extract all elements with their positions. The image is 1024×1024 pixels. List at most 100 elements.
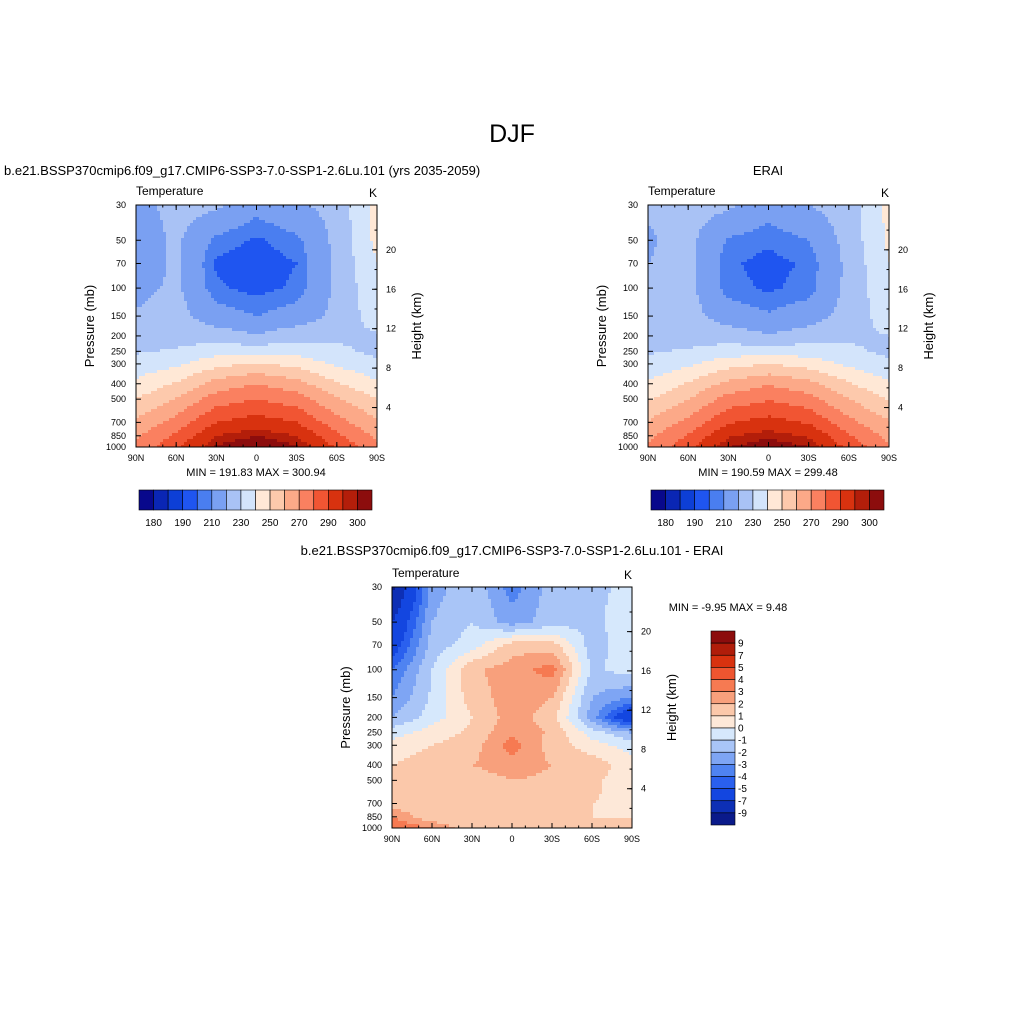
test-field-cell <box>265 247 269 251</box>
test-field-cell <box>319 385 323 389</box>
test-field-cell <box>148 379 152 383</box>
test-field-cell <box>331 262 335 266</box>
test-field-cell <box>349 205 353 209</box>
test-field-cell <box>271 247 275 251</box>
test-field-cell <box>208 292 212 296</box>
test-field-cell <box>352 256 356 260</box>
test-field-cell <box>295 334 299 338</box>
test-field-cell <box>271 319 275 323</box>
test-field-cell <box>292 235 296 239</box>
test-field-cell <box>367 250 371 254</box>
test-field-cell <box>208 301 212 305</box>
test-field-cell <box>304 370 308 374</box>
test-field-cell <box>274 385 278 389</box>
test-field-cell <box>217 271 221 275</box>
test-field-cell <box>208 340 212 344</box>
test-field-cell <box>364 226 368 230</box>
test-field-cell <box>355 295 359 299</box>
test-field-cell <box>316 250 320 254</box>
test-field-cell <box>298 226 302 230</box>
test-field-cell <box>241 301 245 305</box>
test-field-cell <box>286 352 290 356</box>
test-field-cell <box>151 223 155 227</box>
test-field-cell <box>289 232 293 236</box>
test-field-cell <box>184 376 188 380</box>
test-field-cell <box>190 250 194 254</box>
test-field-cell <box>208 352 212 356</box>
test-field-cell <box>349 250 353 254</box>
test-field-cell <box>292 238 296 242</box>
test-field-cell <box>190 355 194 359</box>
test-field-cell <box>160 238 164 242</box>
test-field-cell <box>154 286 158 290</box>
test-field-cell <box>208 214 212 218</box>
test-field-cell <box>211 220 215 224</box>
test-field-cell <box>154 274 158 278</box>
test-field-cell <box>295 289 299 293</box>
test-field-cell <box>337 367 341 371</box>
test-field-cell <box>328 283 332 287</box>
test-field-cell <box>286 346 290 350</box>
test-field-cell <box>313 313 317 317</box>
test-field-cell <box>199 352 203 356</box>
test-field-cell <box>328 346 332 350</box>
test-field-cell <box>325 319 329 323</box>
test-field-cell <box>166 346 170 350</box>
test-field-cell <box>205 241 209 245</box>
test-field-cell <box>307 232 311 236</box>
test-field-cell <box>151 340 155 344</box>
test-field-cell <box>346 286 350 290</box>
test-field-cell <box>352 310 356 314</box>
test-field-cell <box>328 376 332 380</box>
test-field-cell <box>184 271 188 275</box>
test-field-cell <box>319 241 323 245</box>
test-field-cell <box>178 322 182 326</box>
test-field-cell <box>211 310 215 314</box>
test-field-cell <box>370 208 374 212</box>
test-field-cell <box>355 244 359 248</box>
test-field-cell <box>346 304 350 308</box>
test-field-cell <box>349 253 353 257</box>
test-field-cell <box>247 205 251 209</box>
test-field-cell <box>268 364 272 368</box>
test-field-cell <box>244 223 248 227</box>
test-field-cell <box>232 382 236 386</box>
test-field-cell <box>154 310 158 314</box>
test-field-cell <box>340 259 344 263</box>
test-field-cell <box>349 283 353 287</box>
test-field-cell <box>304 361 308 365</box>
test-field-cell <box>274 340 278 344</box>
test-field-cell <box>145 271 149 275</box>
test-field-cell <box>136 208 140 212</box>
test-field-cell <box>145 289 149 293</box>
test-field-cell <box>328 343 332 347</box>
test-field-cell <box>289 373 293 377</box>
test-field-cell <box>349 325 353 329</box>
test-field-cell <box>286 280 290 284</box>
test-field-cell <box>172 262 176 266</box>
test-field-cell <box>136 322 140 326</box>
test-field-cell <box>301 343 305 347</box>
test-field-cell <box>334 286 338 290</box>
test-field-cell <box>322 223 326 227</box>
test-field-cell <box>136 223 140 227</box>
test-field-cell <box>298 328 302 332</box>
test-field-cell <box>289 319 293 323</box>
test-field-cell <box>244 283 248 287</box>
test-field-cell <box>160 214 164 218</box>
test-field-cell <box>142 262 146 266</box>
test-field-cell <box>226 214 230 218</box>
test-field-cell <box>349 361 353 365</box>
test-field-cell <box>154 346 158 350</box>
test-field-cell <box>220 313 224 317</box>
test-field-cell <box>373 277 377 281</box>
test-field-cell <box>256 223 260 227</box>
test-field-cell <box>373 208 377 212</box>
test-field-cell <box>358 247 362 251</box>
test-field-cell <box>139 343 143 347</box>
test-field-cell <box>184 343 188 347</box>
test-field-cell <box>295 259 299 263</box>
test-field-cell <box>202 352 206 356</box>
test-field-cell <box>295 337 299 341</box>
test-field-cell <box>136 352 140 356</box>
